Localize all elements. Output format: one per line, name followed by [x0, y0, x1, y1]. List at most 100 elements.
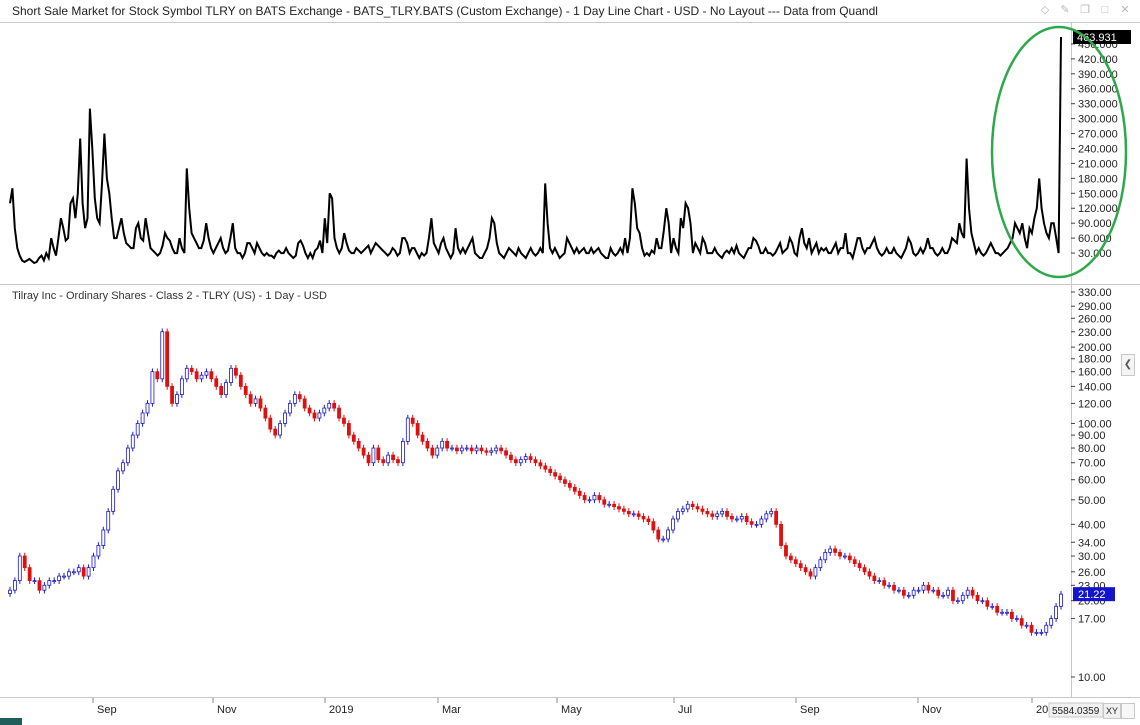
candle-body [459, 447, 464, 452]
candle-body [179, 378, 184, 395]
window-controls: ◇ ✎ ❐ □ ✕ [1038, 3, 1132, 19]
candle-body [288, 402, 292, 414]
upper-tick-label: 300.000 [1078, 114, 1118, 126]
candle-body [597, 495, 602, 501]
candle-body [1034, 631, 1039, 634]
candle-body [57, 575, 62, 582]
close-icon[interactable]: ✕ [1120, 4, 1130, 16]
candle-body [808, 571, 813, 577]
candle-body [784, 545, 788, 557]
candle-body [833, 548, 837, 553]
upper-panel-top-border [0, 22, 1140, 23]
candle-body [189, 367, 194, 373]
candle-body [582, 495, 587, 501]
candle-body [636, 513, 641, 517]
candle-body [175, 394, 179, 404]
lower-tick-label: 50.00 [1078, 495, 1106, 507]
candle-body [921, 584, 926, 591]
pin-icon[interactable]: ✎ [1060, 4, 1070, 16]
time-tick-label: May [561, 704, 582, 716]
time-tick-label: Mar [442, 704, 461, 716]
candle-body [538, 462, 543, 467]
candle-body [494, 447, 499, 452]
candle-body [91, 555, 96, 569]
candle-body [690, 503, 695, 507]
time-tick-label: Sep [800, 704, 820, 716]
candle-body [518, 459, 523, 464]
upper-tick-label: 30.000 [1078, 248, 1112, 260]
candle-body [243, 386, 248, 395]
collapse-panel-button[interactable]: ❮ [1121, 354, 1135, 376]
lower-tick-label: 10.00 [1078, 672, 1106, 684]
lower-last-value-badge [1073, 587, 1115, 602]
candle-body [1029, 624, 1034, 633]
candle-body [1049, 618, 1054, 626]
candle-body [430, 447, 435, 456]
candle-body [238, 374, 243, 387]
candle-body [219, 386, 224, 395]
candle-body [455, 447, 459, 452]
candle-body [563, 479, 567, 484]
upper-tick-label: 390.000 [1078, 69, 1118, 81]
candle-body [553, 472, 558, 477]
candle-body [823, 552, 828, 561]
maximize-icon[interactable]: □ [1101, 4, 1109, 16]
candle-body [229, 367, 233, 383]
candle-body [774, 510, 779, 525]
candle-body [862, 567, 867, 573]
candle-body [798, 563, 803, 569]
candle-body [779, 523, 783, 546]
candle-body [366, 454, 371, 464]
candle-body [381, 459, 386, 464]
candle-body [420, 434, 425, 442]
x-axis-border [0, 697, 1140, 698]
time-tick-label: Sep [97, 704, 117, 716]
candle-body [268, 417, 273, 430]
candle-body [1005, 611, 1009, 614]
candle-body [813, 567, 818, 577]
candle-body [351, 434, 356, 442]
candle-body [371, 447, 376, 464]
xy-toggle-button[interactable]: XY [1103, 703, 1121, 719]
candle-body [906, 594, 911, 597]
candle-body [911, 589, 916, 596]
candle-body [661, 538, 666, 541]
short-sale-line [9, 36, 1062, 265]
candle-body [788, 555, 793, 561]
candle-body [214, 378, 219, 387]
candle-body [469, 447, 474, 452]
lower-last-value-label: 21.22 [1078, 589, 1106, 601]
window-title-bar: Short Sale Market for Stock Symbol TLRY … [0, 0, 1140, 22]
candle-body [111, 488, 116, 512]
candle-body [622, 508, 626, 512]
candle-body [435, 447, 440, 456]
lower-tick-label: 260.00 [1078, 313, 1112, 325]
scroll-corner[interactable] [1121, 703, 1135, 719]
candle-body [504, 450, 508, 456]
candle-body [847, 555, 852, 561]
candle-body [17, 555, 22, 582]
lower-tick-label: 90.00 [1078, 430, 1106, 442]
candle-body [116, 470, 120, 490]
candle-body [656, 529, 661, 540]
lower-tick-label: 160.00 [1078, 367, 1112, 379]
candle-body [523, 456, 528, 461]
candle-body [125, 447, 130, 464]
candle-body [985, 600, 990, 607]
lower-panel-title: Tilray Inc - Ordinary Shares - Class 2 -… [12, 290, 327, 302]
candle-body [248, 394, 253, 404]
candle-body [990, 605, 995, 608]
diamond-icon[interactable]: ◇ [1040, 4, 1050, 16]
restore-icon[interactable]: ❐ [1080, 4, 1090, 16]
candle-body [342, 417, 346, 424]
highlight-ellipse [990, 25, 1128, 279]
candle-body [283, 412, 287, 424]
candle-body [67, 571, 71, 577]
candle-body [450, 447, 454, 450]
candle-body [931, 589, 936, 592]
candle-body [8, 589, 12, 594]
candle-body [204, 371, 209, 376]
time-tick-label: Jul [678, 704, 692, 716]
candle-body [278, 423, 283, 436]
